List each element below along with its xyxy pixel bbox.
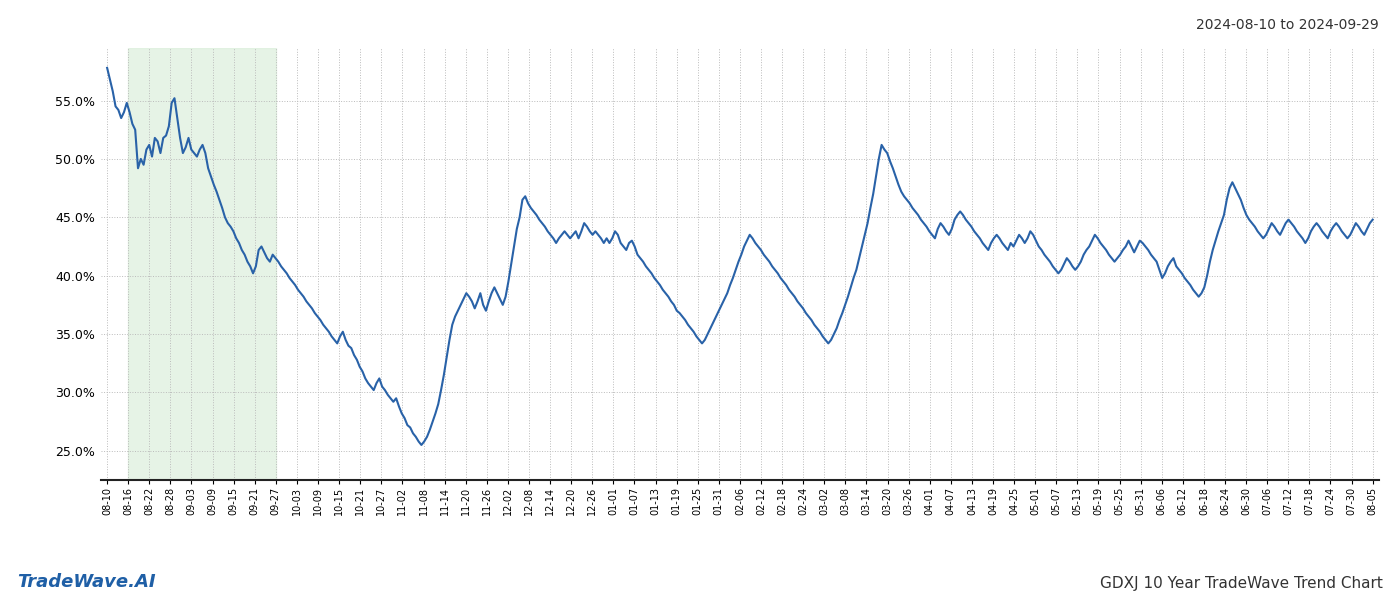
Text: GDXJ 10 Year TradeWave Trend Chart: GDXJ 10 Year TradeWave Trend Chart [1100, 576, 1383, 591]
Bar [129, 48, 276, 480]
Text: TradeWave.AI: TradeWave.AI [17, 573, 155, 591]
Text: 2024-08-10 to 2024-09-29: 2024-08-10 to 2024-09-29 [1196, 18, 1379, 32]
